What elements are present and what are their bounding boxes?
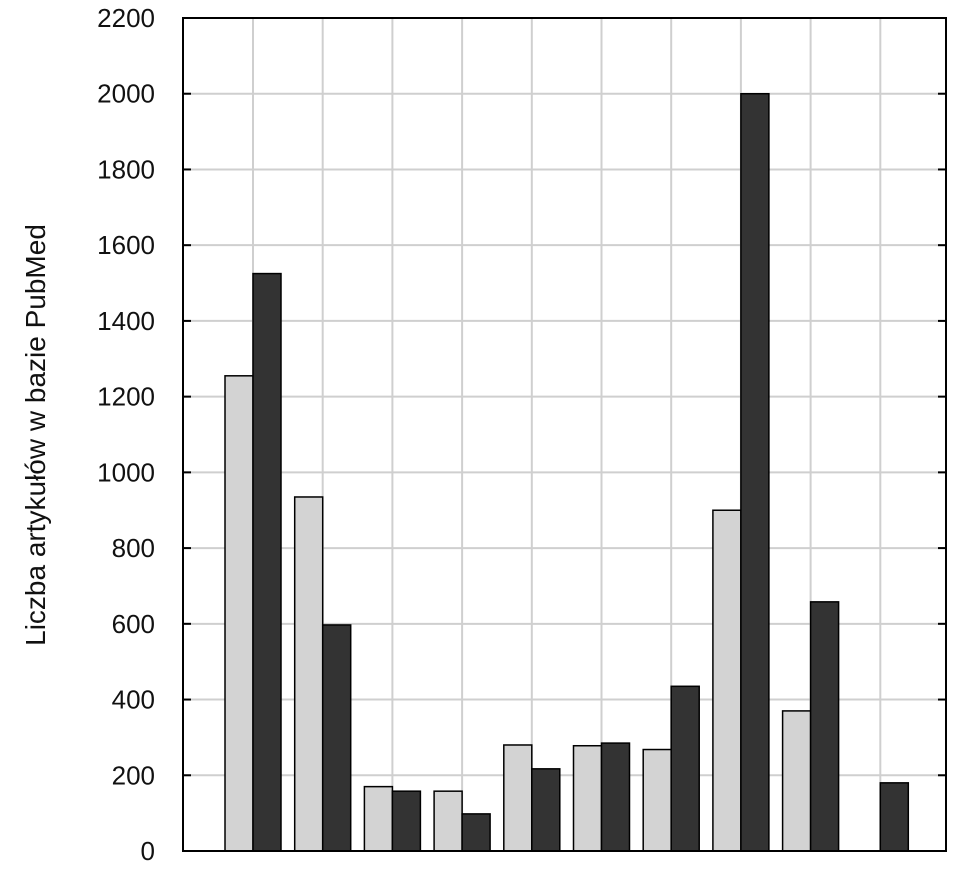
bar-series-1-9: [781, 710, 812, 852]
bar-series-1-1: [224, 375, 254, 852]
y-tick-label: 1800: [97, 154, 155, 184]
bar-series-2-9: [809, 601, 840, 852]
bar-series-2-4: [461, 813, 491, 852]
bar-series-1-5: [503, 744, 533, 852]
bar-series-2-3: [391, 790, 422, 852]
y-tick-label: 600: [112, 609, 155, 639]
bar-series-2-2: [321, 624, 352, 852]
bar-series-2-8: [740, 92, 770, 852]
y-tick-label: 800: [112, 533, 155, 563]
y-tick-label: 1400: [97, 306, 155, 336]
bar-series-2-10: [879, 782, 910, 852]
bar-series-1-3: [363, 785, 394, 852]
y-tick-label: 200: [112, 760, 155, 790]
bars: [224, 92, 910, 852]
plot-frame: [182, 17, 947, 852]
y-tick-label: 2000: [97, 79, 155, 109]
y-tick-label: 1600: [97, 230, 155, 260]
bar-series-1-4: [433, 790, 463, 852]
bar-series-2-5: [531, 768, 561, 852]
bar-series-1-7: [642, 748, 672, 852]
axes: [182, 17, 947, 852]
bar-series-1-2: [293, 496, 324, 852]
y-tick-label: 1000: [97, 457, 155, 487]
bar-series-1-6: [572, 744, 603, 852]
bar-series-2-6: [600, 742, 631, 852]
y-tick-label: 0: [141, 836, 155, 866]
y-tick-label: 400: [112, 685, 155, 715]
bar-series-2-7: [670, 685, 700, 852]
y-tick-label: 2200: [97, 3, 155, 33]
y-tick-labels: 0 200 400 600 800 1000 1200 1400 1600 1800 2000 220…: [97, 3, 155, 866]
y-tick-label: 1200: [97, 382, 155, 412]
bar-series-2-1: [252, 272, 282, 852]
bar-series-1-8: [712, 509, 742, 852]
y-axis-label: Liczba artykułów w bazie PubMed: [20, 224, 51, 646]
